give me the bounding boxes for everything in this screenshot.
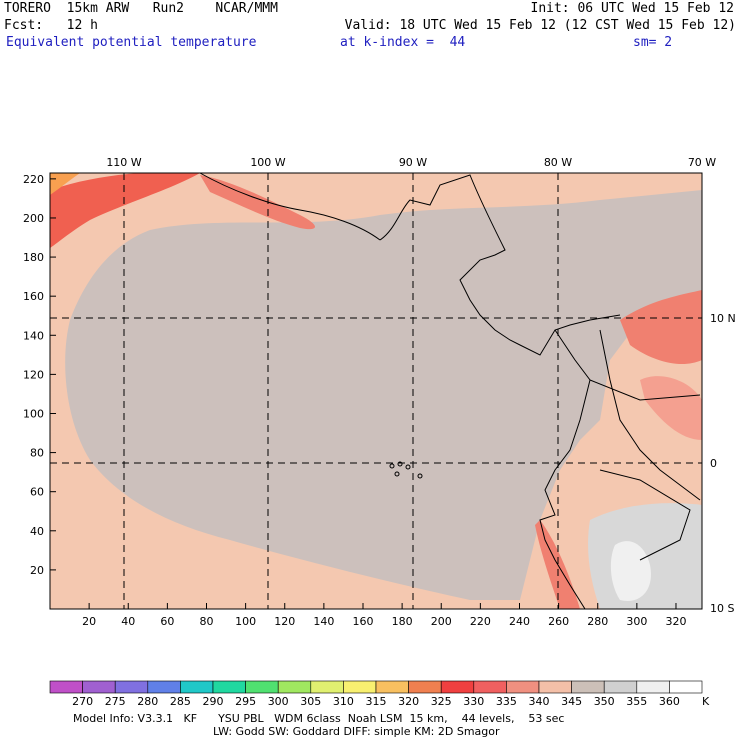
y-tick-label: 220 <box>23 173 44 186</box>
x-tick-label: 80 <box>199 615 213 628</box>
level-info: at k-index = 44 <box>340 35 466 50</box>
y-tick-label: 120 <box>23 368 44 381</box>
colorbar-swatch <box>538 680 572 694</box>
colorbar-swatch <box>473 680 507 694</box>
x-tick-label: 100 <box>235 615 256 628</box>
graticule <box>50 173 702 609</box>
lon-label: 100 W <box>250 156 285 169</box>
colorbar-swatch <box>408 680 442 694</box>
y-tick-label: 40 <box>30 525 44 538</box>
field-warm-coast-mx <box>200 175 315 230</box>
colorbar: 270 275 280 285 290 295 300 305 310 315 320 325 330 3… <box>49 680 703 708</box>
colorbar-level: 290 <box>203 695 224 708</box>
lat-label: 10 N <box>710 312 736 325</box>
colorbar-swatch <box>440 680 475 694</box>
colorbar-swatch <box>506 680 540 694</box>
x-tick-label: 300 <box>626 615 647 628</box>
coastline-central-america <box>379 174 621 356</box>
colorbar-level: 320 <box>398 695 419 708</box>
colorbar-level: 275 <box>105 695 126 708</box>
colorbar-level: 335 <box>496 695 517 708</box>
x-tick-label: 200 <box>431 615 452 628</box>
smoothing-info: sm= 2 <box>633 35 673 50</box>
y-tick-label: 80 <box>30 447 44 460</box>
y-tick-label: 200 <box>23 212 44 225</box>
coastline-mexico <box>199 172 381 241</box>
field-gray-region <box>65 190 703 600</box>
colorbar-swatch <box>636 680 670 694</box>
galapagos-islands <box>389 461 423 479</box>
y-tick-label: 100 <box>23 407 44 420</box>
lat-label: 0 <box>710 457 717 470</box>
colorbar-level: 295 <box>235 695 256 708</box>
lon-label: 80 W <box>544 156 572 169</box>
field-hot-nw <box>50 173 80 195</box>
colorbar-level: 360 <box>659 695 680 708</box>
y-tick-label: 180 <box>23 251 44 264</box>
x-tick-label: 120 <box>274 615 295 628</box>
valid-time: Valid: 18 UTC Wed 15 Feb 12 (12 CST Wed … <box>344 18 736 33</box>
field-warm-se <box>640 376 702 440</box>
x-tick-label: 220 <box>470 615 491 628</box>
colorbar-swatch <box>375 680 409 694</box>
x-tick-label: 60 <box>160 615 174 628</box>
model-info: Model Info: V3.3.1 KF YSU PBL WDM 6class… <box>73 712 565 725</box>
colorbar-swatch <box>343 680 377 694</box>
colorbar-level: 350 <box>594 695 615 708</box>
colorbar-level: 305 <box>300 695 321 708</box>
map-frame <box>49 172 703 610</box>
x-tick-label: 320 <box>665 615 686 628</box>
colorbar-level: 355 <box>626 695 647 708</box>
colorbar-swatch <box>212 680 246 694</box>
colorbar-swatch <box>180 680 214 694</box>
colorbar-swatch <box>571 680 605 694</box>
colorbar-level: 300 <box>268 695 289 708</box>
x-tick-label: 180 <box>392 615 413 628</box>
colorbar-swatch <box>603 680 638 694</box>
colorbar-level: 325 <box>431 695 452 708</box>
y-tick-label: 60 <box>30 486 44 499</box>
x-tick-label: 160 <box>352 615 373 628</box>
x-tick-label: 280 <box>587 615 608 628</box>
physics-info: LW: Godd SW: Goddard DIFF: simple KM: 2D… <box>213 725 500 738</box>
field-name: Equivalent potential temperature <box>6 35 257 50</box>
colorbar-swatch <box>82 680 116 694</box>
lon-label: 70 W <box>688 156 716 169</box>
lon-label: 110 W <box>106 156 141 169</box>
model-title: TORERO 15km ARW Run2 NCAR/MMM <box>4 1 278 16</box>
colorbar-level: 280 <box>137 695 158 708</box>
colorbar-swatch <box>310 680 344 694</box>
border-south-america <box>589 329 701 561</box>
x-tick-label: 40 <box>121 615 135 628</box>
forecast-hour: Fcst: 12 h <box>4 18 98 33</box>
colorbar-unit: K <box>702 695 710 708</box>
y-tick-label: 140 <box>23 329 44 342</box>
y-tick-label: 20 <box>30 564 44 577</box>
colorbar-swatch <box>147 680 181 694</box>
colorbar-level: 270 <box>72 695 93 708</box>
lat-label: 10 S <box>710 602 734 615</box>
colorbar-level: 285 <box>170 695 191 708</box>
colorbar-swatch <box>669 680 703 694</box>
colorbar-swatch <box>49 680 83 694</box>
x-tick-label: 240 <box>509 615 530 628</box>
colorbar-level: 340 <box>529 695 550 708</box>
colorbar-level: 345 <box>561 695 582 708</box>
field-white-region <box>610 541 651 601</box>
y-tick-label: 160 <box>23 290 44 303</box>
colorbar-swatch <box>245 680 279 694</box>
lon-label: 90 W <box>399 156 427 169</box>
field-warm-ne <box>620 290 702 365</box>
colorbar-level: 315 <box>366 695 387 708</box>
colorbar-level: 310 <box>333 695 354 708</box>
x-tick-label: 260 <box>548 615 569 628</box>
x-tick-label: 20 <box>82 615 96 628</box>
x-tick-label: 140 <box>313 615 334 628</box>
colorbar-swatch <box>277 680 312 694</box>
field-warm-nw <box>50 173 200 248</box>
colorbar-level: 330 <box>463 695 484 708</box>
init-time: Init: 06 UTC Wed 15 Feb 12 <box>530 1 735 16</box>
colorbar-swatch <box>114 680 149 694</box>
